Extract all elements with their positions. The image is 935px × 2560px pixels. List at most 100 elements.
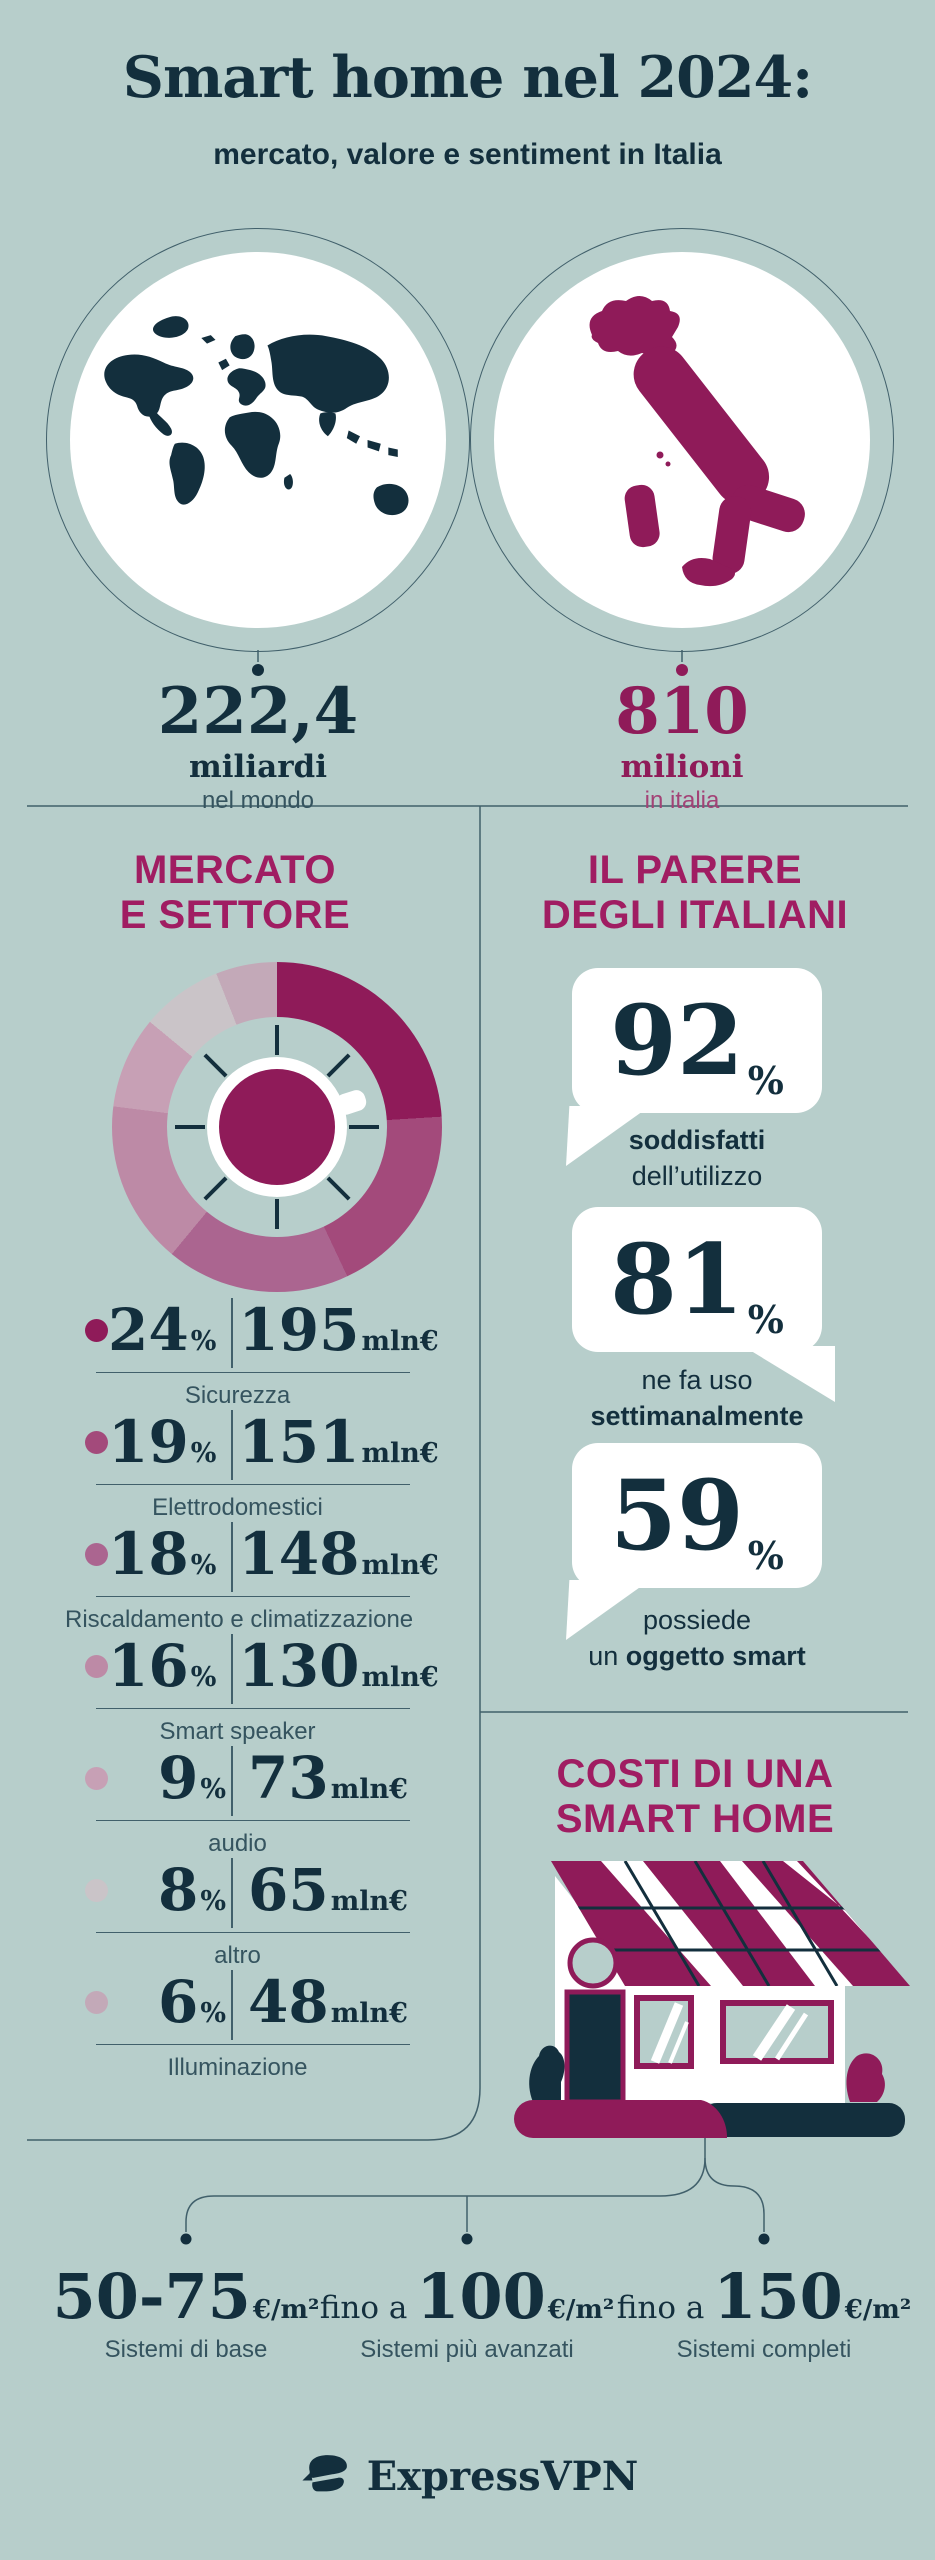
legend-label: Smart speaker (159, 1718, 316, 1745)
legend-label: altro (214, 1942, 261, 1969)
legend-row-elettrodomestici: 19% 151 mln€ Elettrodomestici (65, 1404, 439, 1522)
parere-heading: IL PARERE DEGLI ITALIANI (541, 848, 849, 938)
legend-mini-divider (231, 1298, 233, 1368)
legend-rule (96, 1596, 410, 1597)
cost-value: 100 (416, 2260, 546, 2333)
legend-mini-divider (231, 1410, 233, 1480)
bubble-unit: % (747, 1058, 784, 1103)
expressvpn-logo-icon (302, 2455, 347, 2492)
legend-label: Riscaldamento e climatizzazione (65, 1606, 414, 1633)
legend-rule (96, 1820, 410, 1821)
caption-line: un oggetto smart (547, 1638, 847, 1674)
bubble-unit: % (747, 1533, 784, 1578)
cost-unit: €/m² (547, 2295, 615, 2325)
legend-rule (96, 1372, 410, 1373)
legend-row-sicurezza: 24% 195 mln€ Sicurezza (65, 1292, 439, 1410)
cost-label: Sistemi più avanzati (360, 2336, 574, 2363)
caption-line: ne fa uso (641, 1365, 753, 1395)
legend-mini-divider (231, 1522, 233, 1592)
legend-rule (96, 2044, 410, 2045)
italy-stat-unit: milioni (620, 749, 744, 785)
donut-chart (112, 962, 442, 1292)
legend-value: 73 (248, 1744, 329, 1812)
cost-dot-2 (461, 2233, 473, 2245)
legend-mini-divider (231, 1970, 233, 2040)
world-disc (70, 252, 446, 628)
italy-stat: 810 milioni in italia (522, 680, 842, 813)
legend-pct-unit: % (200, 1774, 226, 1805)
bubble-59-caption: possiede un oggetto smart (547, 1602, 847, 1675)
legend-dot (85, 1878, 108, 1902)
legend-mini-divider (231, 1746, 233, 1816)
legend-pct: 16 (108, 1632, 189, 1700)
legend-dot (85, 1318, 108, 1342)
legend-row-illuminazione: 6% 48 mln€ Illuminazione (65, 1964, 410, 2082)
bush-right (846, 2053, 885, 2102)
legend-dot (85, 1430, 108, 1454)
world-stat: 222,4 miliardi nel mondo (98, 680, 418, 813)
legend-pct: 18 (108, 1520, 189, 1588)
italy-circle (470, 228, 894, 652)
world-circle (46, 228, 470, 652)
legend-pct: 8 (157, 1856, 199, 1924)
legend-value: 130 (238, 1632, 360, 1700)
legend-value-unit: mln€ (361, 1326, 439, 1357)
legend-value: 48 (248, 1968, 329, 2036)
cost-label: Sistemi di base (104, 2336, 268, 2363)
costi-heading: COSTI DI UNA SMART HOME (555, 1752, 835, 1842)
caption-line: settimanalmente (590, 1401, 804, 1432)
legend-value-unit: mln€ (330, 1774, 408, 1805)
thermostat-dial-icon (175, 1025, 379, 1229)
legend-pct-unit: % (200, 1998, 226, 2029)
bubble-81: 81 % (572, 1207, 822, 1352)
bubble-value: 92 (610, 983, 744, 1097)
door (564, 1989, 626, 2105)
legend-label: Sicurezza (184, 1382, 291, 1409)
bubble-value: 81 (610, 1222, 744, 1336)
legend-pct: 24 (108, 1296, 189, 1364)
center-divider (27, 806, 481, 2141)
italy-connector-dot (676, 664, 688, 676)
world-stat-caption: nel mondo (201, 787, 315, 814)
legend-value: 195 (238, 1296, 360, 1364)
bubble-unit: % (747, 1297, 784, 1342)
world-stat-value: 222,4 (157, 674, 359, 749)
cost-dot-1 (180, 2233, 192, 2245)
bubble-81-caption: ne fa uso settimanalmente (547, 1362, 847, 1435)
window-small (634, 1995, 694, 2069)
caption-line: soddisfatti (628, 1125, 766, 1155)
italy-disc (494, 252, 870, 628)
world-connector-dot (252, 664, 264, 676)
legend-rule (96, 1932, 410, 1933)
legend-row-audio: 9% 73 mln€ audio (65, 1740, 410, 1858)
cost-value: 50-75 (52, 2260, 251, 2333)
cost-item-base: 50-75 €/m² Sistemi di base (26, 2266, 346, 2364)
legend-rule (96, 1484, 410, 1485)
legend-value: 65 (248, 1856, 329, 1924)
caption-prefix: un (588, 1641, 626, 1672)
legend-pct: 9 (157, 1744, 199, 1812)
house-connector (185, 2138, 706, 2232)
legend-dot (85, 1990, 108, 2014)
legend-row-altro: 8% 65 mln€ altro (65, 1852, 410, 1970)
legend-value-unit: mln€ (330, 1998, 408, 2029)
legend-value-unit: mln€ (361, 1438, 439, 1469)
world-stat-unit: miliardi (188, 749, 327, 785)
legend-value-unit: mln€ (361, 1662, 439, 1693)
footer-brand: ExpressVPN (0, 2452, 935, 2500)
bubble-92: 92 % (572, 968, 822, 1113)
caption-line: possiede (642, 1605, 752, 1635)
bubble-59: 59 % (572, 1443, 822, 1588)
legend-row-riscaldamento: 18% 148 mln€ Riscaldamento e climatizzazi… (65, 1516, 439, 1634)
caption-line: dell’utilizzo (631, 1161, 763, 1192)
legend-pct-unit: % (200, 1886, 226, 1917)
legend-pct: 6 (157, 1968, 199, 2036)
cost-item-avanzati: fino a 100 €/m² Sistemi più avanzati (307, 2266, 627, 2364)
italy-stat-caption: in italia (644, 787, 720, 814)
legend-rule (96, 1708, 410, 1709)
cost-prefix: fino a (616, 2290, 705, 2326)
bubble-92-caption: soddisfatti dell’utilizzo (547, 1122, 847, 1195)
cost-value: 150 (713, 2260, 843, 2333)
